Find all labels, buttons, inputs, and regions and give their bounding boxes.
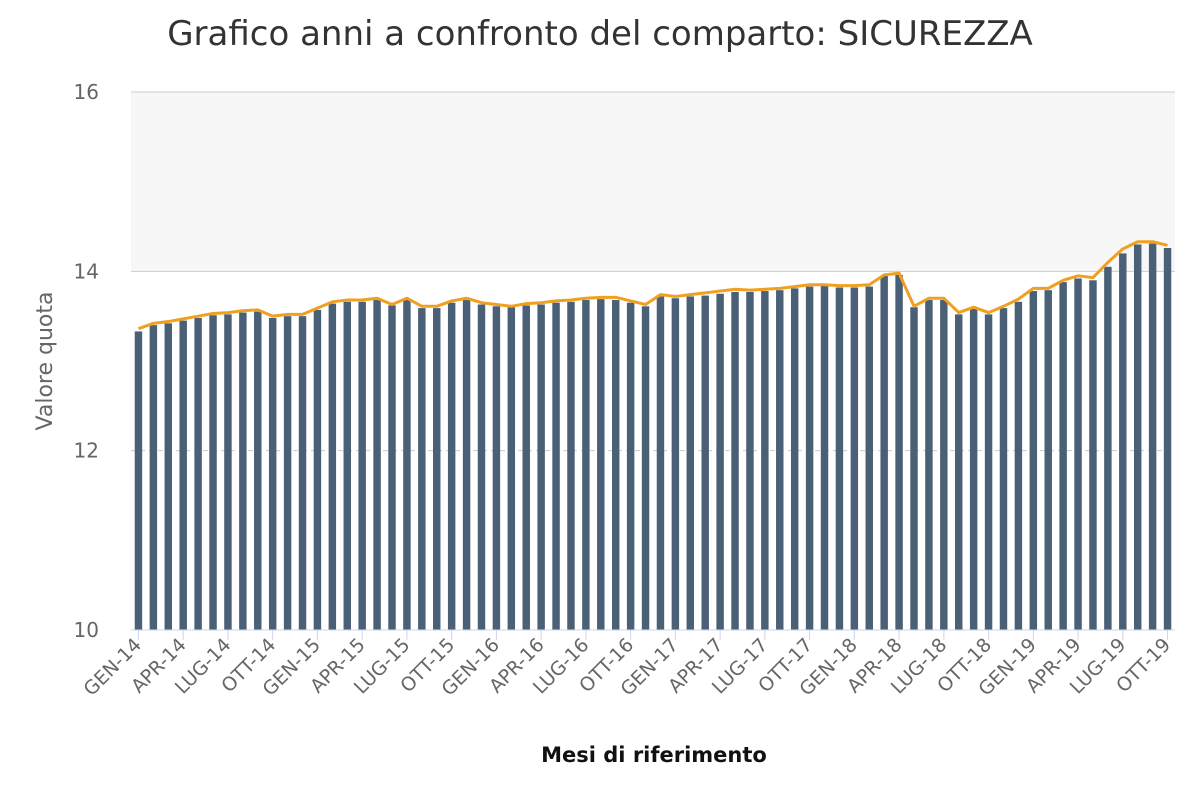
bar (522, 305, 530, 630)
bar (582, 300, 590, 630)
bar (358, 301, 366, 630)
bar (716, 293, 724, 630)
bar (1029, 291, 1038, 630)
bar (1089, 280, 1097, 630)
bar (805, 286, 814, 630)
bar (731, 291, 739, 630)
bar (850, 287, 859, 630)
y-axis-ticks: 10 12 14 16 (74, 80, 99, 642)
bar (1044, 290, 1052, 630)
bar (820, 285, 829, 630)
bar (1133, 244, 1142, 630)
bar (239, 312, 247, 630)
bar (298, 316, 307, 630)
bar (1163, 248, 1172, 630)
bar (149, 325, 158, 630)
bar (1104, 266, 1112, 630)
bar (164, 323, 173, 630)
bar (194, 317, 202, 630)
bar (656, 296, 665, 630)
bar (134, 331, 143, 630)
bar (388, 305, 396, 630)
bar (1059, 282, 1067, 630)
x-axis-title: Mesi di riferimento (541, 743, 767, 767)
y-tick-label: 14 (74, 259, 99, 283)
bar (895, 274, 903, 630)
bar (835, 287, 844, 630)
bar (268, 317, 277, 630)
bar (1119, 253, 1127, 630)
bar (313, 309, 322, 630)
bar (254, 311, 262, 630)
bar (984, 314, 993, 630)
bar (776, 290, 784, 630)
bar (1074, 278, 1082, 630)
y-axis-title: Valore quota (33, 292, 58, 431)
bar (433, 308, 441, 630)
y-tick-label: 10 (74, 618, 99, 642)
bar (686, 296, 695, 630)
bar (492, 306, 501, 630)
bar (641, 306, 650, 630)
bar (343, 301, 351, 630)
bar (462, 300, 471, 630)
bar (1014, 301, 1023, 630)
y-tick-label: 12 (74, 439, 99, 463)
bar (403, 300, 411, 630)
bar (328, 303, 337, 630)
bar (283, 316, 292, 630)
x-axis-ticks: GEN-14APR-14LUG-14OTT-14GEN-15APR-15LUG-… (80, 630, 1175, 700)
bar (507, 307, 516, 630)
bar (746, 291, 754, 630)
bar (1148, 243, 1157, 630)
bar (447, 302, 456, 630)
bar (611, 300, 620, 630)
y-tick-label: 16 (74, 80, 99, 104)
bar (626, 302, 635, 630)
plot-background (131, 92, 1175, 272)
bar (418, 308, 426, 630)
bar (865, 286, 873, 630)
chart-title: Grafico anni a confronto del comparto: S… (167, 14, 1033, 54)
bar (701, 295, 709, 630)
bar (761, 291, 769, 630)
bar (671, 298, 680, 630)
bar (179, 320, 187, 630)
bar (880, 275, 888, 630)
bar (955, 314, 963, 630)
bar (224, 314, 232, 630)
bar (940, 300, 948, 630)
line-series (137, 240, 1168, 331)
bar (999, 308, 1008, 630)
bar (925, 300, 933, 630)
bar (552, 302, 560, 630)
bar (209, 315, 217, 630)
bar (477, 304, 486, 630)
bar (910, 307, 918, 630)
bar (597, 299, 605, 630)
bar-series (134, 243, 1172, 630)
bar (969, 308, 978, 630)
bar (790, 288, 799, 630)
bar (567, 301, 575, 630)
bar (537, 304, 545, 630)
bar (373, 300, 381, 630)
